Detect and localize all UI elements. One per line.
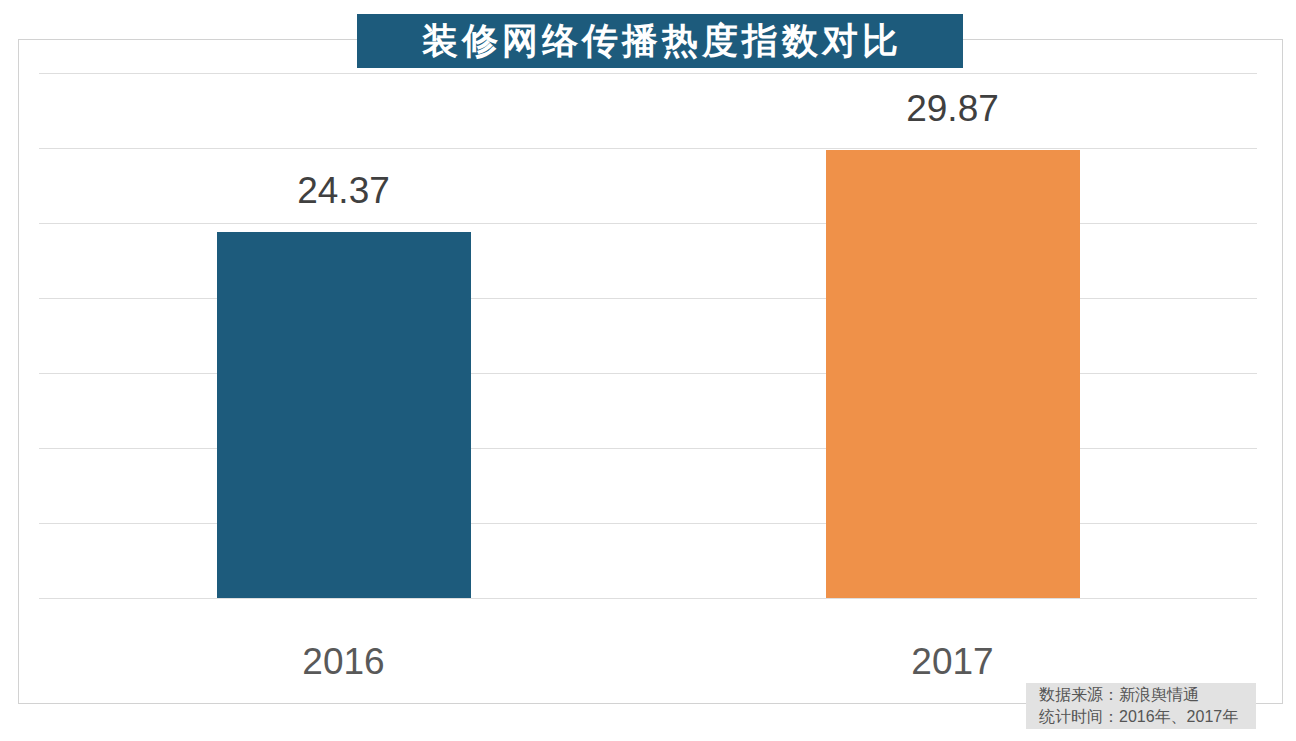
category-label-2017: 2017 (853, 642, 1053, 682)
gridline (39, 73, 1257, 74)
chart-title: 装修网络传播热度指数对比 (357, 14, 963, 68)
gridline (39, 148, 1257, 149)
value-label-2016: 24.37 (244, 171, 444, 211)
plot-border (18, 39, 1283, 704)
source-line-2: 统计时间：2016年、2017年 (1039, 706, 1256, 728)
source-note: 数据来源：新浪舆情通 统计时间：2016年、2017年 (1026, 683, 1256, 729)
gridline (39, 598, 1257, 599)
bar-2017 (826, 150, 1080, 598)
source-line-1: 数据来源：新浪舆情通 (1039, 684, 1256, 706)
value-label-2017: 29.87 (853, 89, 1053, 129)
bar-2016 (217, 232, 471, 598)
category-label-2016: 2016 (244, 642, 444, 682)
